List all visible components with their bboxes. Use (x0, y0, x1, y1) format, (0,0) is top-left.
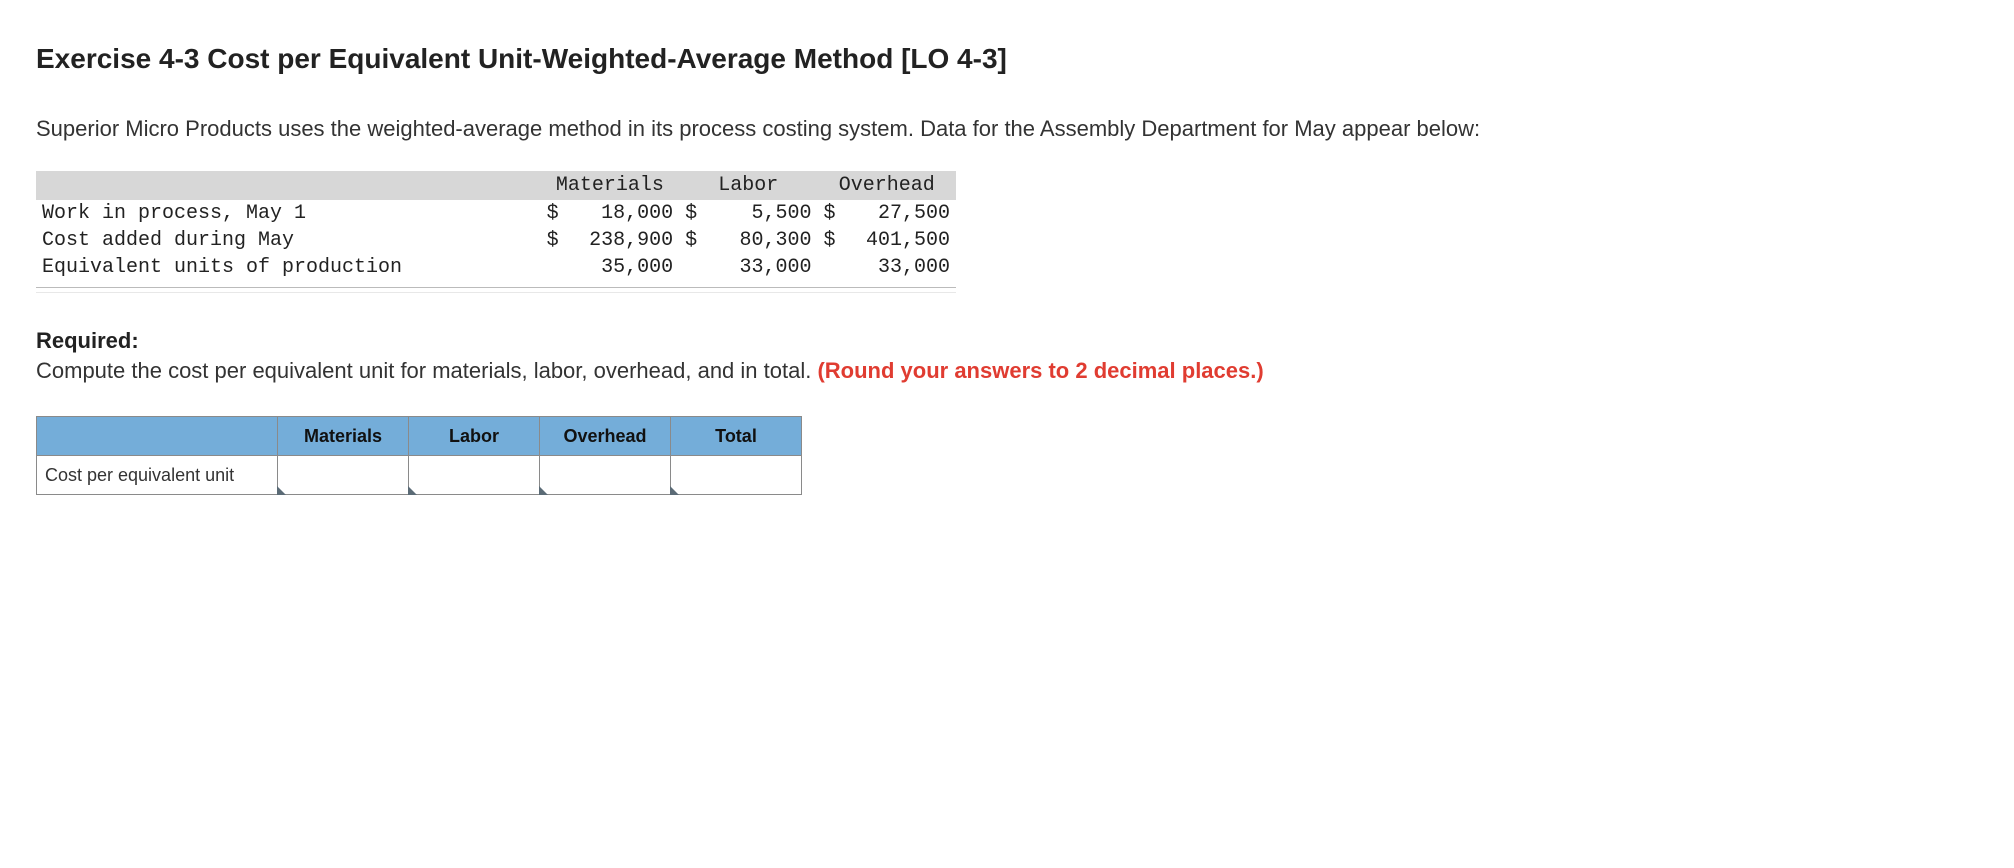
currency-symbol: $ (679, 200, 710, 227)
data-cell: 33,000 (710, 254, 817, 281)
data-header-labor: Labor (679, 171, 817, 200)
required-text: Compute the cost per equivalent unit for… (36, 358, 817, 383)
currency-symbol (541, 254, 572, 281)
labor-input[interactable] (409, 456, 539, 494)
data-cell: 238,900 (572, 227, 679, 254)
answer-header-total: Total (671, 416, 802, 455)
answer-cell-total[interactable] (671, 455, 802, 494)
answer-table: Materials Labor Overhead Total Cost per … (36, 416, 802, 495)
data-row-label: Cost added during May (36, 227, 541, 254)
intro-paragraph: Superior Micro Products uses the weighte… (36, 114, 1978, 144)
data-row-label: Work in process, May 1 (36, 200, 541, 227)
required-block: Required: Compute the cost per equivalen… (36, 326, 1978, 385)
answer-header-blank (37, 416, 278, 455)
answer-cell-overhead[interactable] (540, 455, 671, 494)
currency-symbol (679, 254, 710, 281)
data-header-overhead: Overhead (818, 171, 957, 200)
total-input[interactable] (671, 456, 801, 494)
answer-header-materials: Materials (278, 416, 409, 455)
data-row-label: Equivalent units of production (36, 254, 541, 281)
materials-input[interactable] (278, 456, 408, 494)
required-note: (Round your answers to 2 decimal places.… (817, 358, 1263, 383)
cost-data-table: Materials Labor Overhead Work in process… (36, 171, 956, 281)
answer-row: Cost per equivalent unit (37, 455, 802, 494)
data-cell: 5,500 (710, 200, 817, 227)
overhead-input[interactable] (540, 456, 670, 494)
cell-indicator-icon (408, 486, 417, 495)
cell-indicator-icon (539, 486, 548, 495)
currency-symbol: $ (541, 200, 572, 227)
cell-indicator-icon (670, 486, 679, 495)
answer-cell-labor[interactable] (409, 455, 540, 494)
currency-symbol: $ (818, 200, 849, 227)
data-cell: 18,000 (572, 200, 679, 227)
data-cell: 33,000 (849, 254, 956, 281)
data-cell: 80,300 (710, 227, 817, 254)
currency-symbol: $ (679, 227, 710, 254)
answer-cell-materials[interactable] (278, 455, 409, 494)
currency-symbol: $ (818, 227, 849, 254)
data-cell: 35,000 (572, 254, 679, 281)
answer-row-label: Cost per equivalent unit (37, 455, 278, 494)
data-row: Cost added during May $ 238,900 $ 80,300… (36, 227, 956, 254)
answer-header-overhead: Overhead (540, 416, 671, 455)
data-header-materials: Materials (541, 171, 679, 200)
data-cell: 401,500 (849, 227, 956, 254)
data-header-blank (36, 171, 541, 200)
data-row: Work in process, May 1 $ 18,000 $ 5,500 … (36, 200, 956, 227)
data-row: Equivalent units of production 35,000 33… (36, 254, 956, 281)
currency-symbol (818, 254, 849, 281)
exercise-title: Exercise 4-3 Cost per Equivalent Unit-We… (36, 40, 1978, 78)
cell-indicator-icon (277, 486, 286, 495)
currency-symbol: $ (541, 227, 572, 254)
data-table-rule (36, 287, 956, 292)
required-label: Required: (36, 326, 1978, 356)
answer-header-labor: Labor (409, 416, 540, 455)
data-cell: 27,500 (849, 200, 956, 227)
